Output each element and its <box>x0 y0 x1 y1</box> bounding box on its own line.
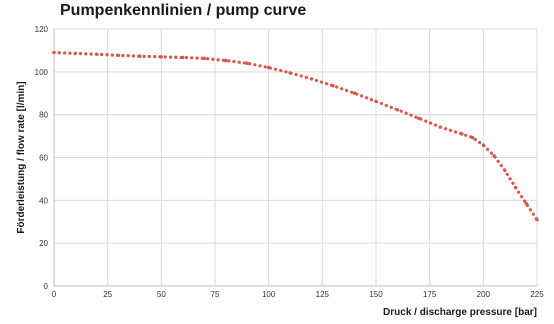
data-point <box>202 56 206 61</box>
data-point <box>52 50 56 55</box>
data-point <box>116 53 121 58</box>
data-point <box>181 55 185 60</box>
y-tick-label: 80 <box>39 111 48 120</box>
x-axis-title: Druck / discharge pressure [bar] <box>383 307 537 318</box>
y-tick-label: 40 <box>39 196 48 205</box>
x-tick-label: 75 <box>211 290 220 299</box>
data-point <box>352 91 357 95</box>
data-point <box>224 58 228 63</box>
data-point <box>374 99 378 104</box>
data-point <box>438 125 443 129</box>
data-point <box>492 154 496 158</box>
x-tick-label: 100 <box>262 290 276 299</box>
x-tick-label: 25 <box>103 290 112 299</box>
data-point <box>159 55 164 59</box>
data-point <box>95 52 99 56</box>
x-tick-label: 225 <box>530 290 544 299</box>
y-tick-label: 100 <box>35 68 49 77</box>
x-tick-label: 0 <box>52 290 57 299</box>
data-point <box>460 132 464 136</box>
y-tick-label: 60 <box>39 154 48 163</box>
data-point <box>503 168 507 173</box>
data-point <box>513 185 518 190</box>
x-tick-label: 50 <box>157 290 166 299</box>
data-point <box>535 217 539 222</box>
data-point <box>470 135 475 140</box>
data-point <box>417 116 421 121</box>
y-tick-label: 20 <box>39 239 48 248</box>
data-point <box>73 51 78 56</box>
y-tick-label: 0 <box>44 282 49 291</box>
data-point <box>524 201 528 206</box>
x-tick-label: 150 <box>369 290 383 299</box>
data-point <box>331 84 335 88</box>
series-line <box>52 50 539 222</box>
data-point <box>138 54 142 58</box>
data-point <box>309 77 314 81</box>
y-axis-title: Förderleistung / flow rate [l/min] <box>16 81 27 233</box>
data-point <box>266 65 271 70</box>
data-point <box>245 61 249 65</box>
chart-title: Pumpenkennlinien / pump curve <box>60 2 307 19</box>
x-tick-label: 200 <box>477 290 491 299</box>
data-point <box>395 108 400 112</box>
x-tick-label: 175 <box>423 290 437 299</box>
data-point <box>288 71 292 75</box>
data-point <box>481 143 486 147</box>
x-tick-label: 125 <box>316 290 330 299</box>
y-tick-label: 120 <box>35 25 49 34</box>
